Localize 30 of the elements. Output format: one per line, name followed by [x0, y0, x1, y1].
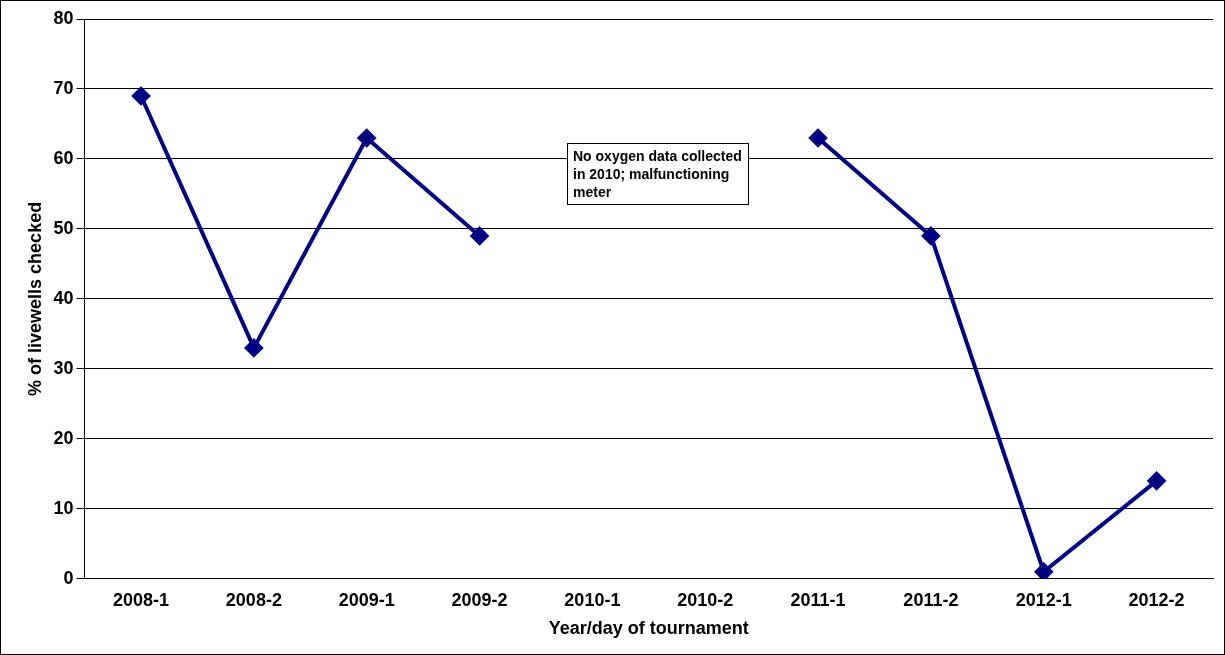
x-axis-title: Year/day of tournament — [548, 618, 749, 639]
y-tick-label: 30 — [53, 357, 74, 378]
x-tick-label: 2012-2 — [1128, 589, 1185, 610]
x-tick-label: 2008-1 — [113, 589, 170, 610]
point — [921, 226, 940, 245]
point — [470, 226, 489, 245]
x-tick-label: 2012-1 — [1015, 589, 1072, 610]
x-tick-label: 2008-2 — [225, 589, 282, 610]
y-tick-label: 50 — [53, 217, 74, 238]
point — [357, 128, 376, 147]
point — [1147, 471, 1166, 490]
point — [132, 86, 151, 105]
annotation: No oxygen data collected in 2010; malfunctioning meter — [567, 143, 749, 205]
x-tick-label: 2011-2 — [903, 589, 959, 610]
point — [1034, 562, 1053, 579]
point — [244, 338, 263, 357]
y-tick-label: 10 — [53, 497, 74, 518]
y-tick-label: 70 — [53, 77, 74, 98]
y-tick-label: 80 — [53, 7, 74, 28]
x-tick-label: 2010-1 — [564, 589, 621, 610]
y-tick-label: 40 — [53, 287, 74, 308]
x-tick-label: 2011-1 — [790, 589, 846, 610]
y-tick-label: 0 — [63, 567, 74, 588]
y-tick-label: 60 — [53, 147, 74, 168]
x-tick-label: 2010-2 — [677, 589, 734, 610]
x-tick-label: 2009-2 — [451, 589, 508, 610]
y-axis-title: % of livewells checked — [24, 201, 45, 396]
x-tick-label: 2009-1 — [338, 589, 395, 610]
y-tick-label: 20 — [53, 427, 74, 448]
point — [809, 128, 828, 147]
